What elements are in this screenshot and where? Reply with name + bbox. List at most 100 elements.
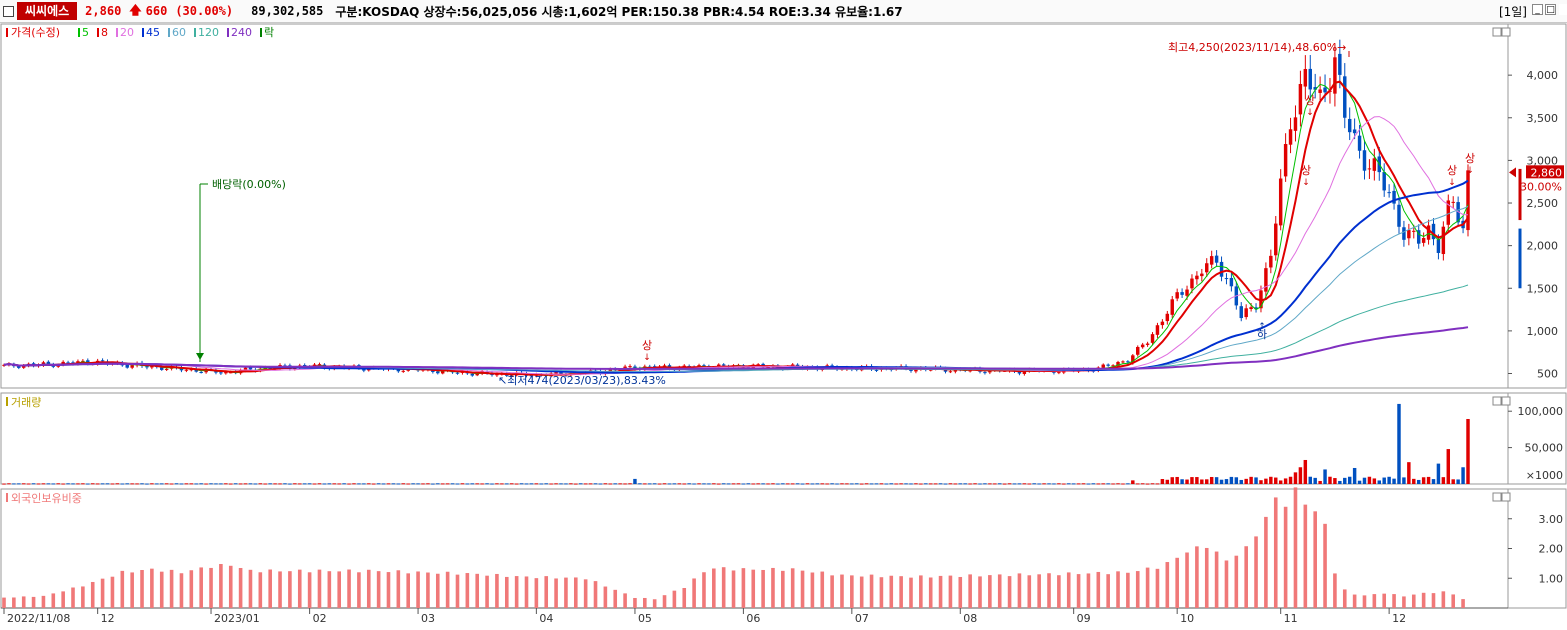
foreign-bar [751, 569, 756, 608]
volume-bar [199, 483, 203, 485]
ma-line-20 [3, 116, 1469, 375]
volume-bar [293, 483, 297, 485]
candle-body [948, 371, 953, 373]
foreign-bar [1402, 596, 1406, 608]
volume-bar [440, 483, 445, 485]
foreign-bar [209, 567, 213, 608]
volume-bar [46, 483, 51, 485]
volume-bar [95, 483, 100, 485]
volume-bar [209, 483, 213, 485]
limit-up-marker: 상 [642, 339, 652, 352]
foreign-bar [297, 569, 302, 608]
volume-bar [958, 483, 963, 485]
volume-bar [598, 483, 603, 485]
volume-bar [1313, 477, 1317, 484]
foreign-bar [682, 588, 687, 608]
legend-ex-label: 락 [264, 26, 274, 39]
trading-volume: 89,302,585 [251, 4, 324, 18]
volume-bar [805, 483, 810, 485]
volume-bar [549, 483, 553, 485]
volume-bar [1269, 476, 1273, 484]
volume-bar [1185, 479, 1189, 484]
foreign-bar [1204, 547, 1209, 608]
foreign-bar [327, 571, 332, 608]
foreign-bar [1431, 593, 1436, 608]
volume-bar [61, 483, 65, 485]
volume-bar [391, 483, 396, 485]
close-icon[interactable] [1559, 4, 1567, 15]
stock-name[interactable]: 씨씨에스 [17, 2, 78, 20]
foreign-bar [613, 589, 618, 608]
volume-bar [751, 483, 755, 485]
volume-bar [125, 483, 129, 485]
volume-bar [1219, 479, 1224, 484]
volume-bar [682, 483, 686, 485]
current-price: 2,860 [85, 4, 122, 18]
candle-body [1101, 364, 1105, 368]
volume-bar [17, 483, 21, 485]
foreign-bar [189, 570, 194, 608]
x-tick-label: 10 [1180, 612, 1194, 625]
maximize-icon[interactable]: □ [1545, 4, 1556, 15]
candle-body [1244, 308, 1248, 318]
volume-bar [436, 483, 440, 485]
legend-ma-label: 60 [172, 26, 186, 39]
minimize-icon[interactable]: _ [1532, 4, 1543, 15]
x-tick-label: 05 [638, 612, 652, 625]
current-price-tag [1526, 165, 1564, 179]
foreign-bar [71, 587, 75, 608]
foreign-bar [810, 572, 815, 608]
chart-area[interactable]: 500 1,000 1,500 2,000 2,500 3,000 3,500 4,000 20… [0, 22, 1567, 630]
foreign-bar [623, 593, 627, 608]
select-checkbox[interactable] [3, 5, 14, 17]
volume-bar [500, 483, 504, 485]
foreign-bar [692, 578, 696, 608]
volume-tick-label: 50,000 [1525, 442, 1564, 455]
candle-body [1426, 225, 1431, 240]
volume-bar [756, 483, 760, 485]
volume-bar [169, 483, 174, 485]
volume-bar [224, 483, 228, 485]
candle-body [194, 368, 198, 372]
ma-line-240 [3, 326, 1469, 371]
low-annotation: ↖최저474(2023/03/23),83.43% [498, 374, 666, 387]
candle-body [1446, 200, 1451, 225]
foreign-bar [268, 569, 272, 608]
volume-bar [1017, 483, 1022, 485]
volume-bar [51, 483, 56, 485]
volume-bar [761, 483, 765, 485]
stock-info: 구분:KOSDAQ 상장수:56,025,056 시총:1,602억 PER:1… [335, 4, 903, 19]
period-selector[interactable]: [1일] [1498, 5, 1527, 19]
volume-bar [687, 483, 691, 485]
candle-body [475, 373, 479, 376]
volume-tick-label: 100,000 [1518, 405, 1564, 418]
candle-body [1466, 170, 1470, 231]
volume-bar [56, 483, 60, 485]
volume-bar [924, 483, 928, 485]
volume-bar [105, 483, 110, 485]
volume-bar [726, 483, 731, 485]
volume-bar [1195, 477, 1199, 484]
legend-ex-marker [260, 28, 262, 37]
candle-body [554, 371, 558, 374]
legend-volume-marker [6, 397, 8, 406]
volume-bar [495, 483, 499, 485]
x-tick-label: 2022/11/08 [7, 612, 70, 625]
x-tick-label: 2023/01 [214, 612, 260, 625]
volume-bar [26, 483, 31, 485]
candle-body [263, 367, 267, 369]
volume-bar [1441, 477, 1446, 484]
foreign-bar [958, 576, 963, 608]
volume-bar [332, 483, 336, 485]
volume-bar [810, 483, 815, 485]
candle-body [1382, 172, 1386, 191]
candle-body [1057, 372, 1061, 374]
foreign-bar [337, 571, 341, 608]
candle-body [1367, 168, 1372, 170]
foreign-bar [366, 569, 371, 608]
x-tick-label: 07 [855, 612, 869, 625]
volume-bar [1200, 479, 1204, 484]
volume-bar [258, 483, 263, 485]
volume-bar [672, 483, 677, 485]
foreign-bar [307, 572, 312, 608]
